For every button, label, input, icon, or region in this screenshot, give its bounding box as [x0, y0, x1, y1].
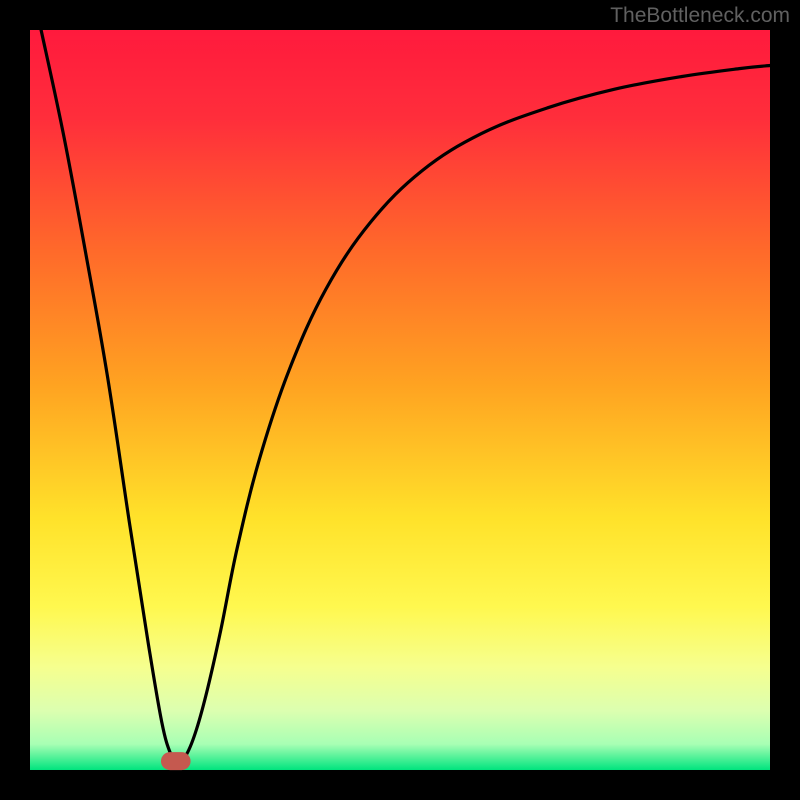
chart-container: TheBottleneck.com: [0, 0, 800, 800]
chart-plot-area: [30, 30, 770, 770]
bottleneck-chart: [0, 0, 800, 800]
attribution-label: TheBottleneck.com: [610, 4, 790, 28]
optimal-point-marker: [161, 752, 191, 770]
